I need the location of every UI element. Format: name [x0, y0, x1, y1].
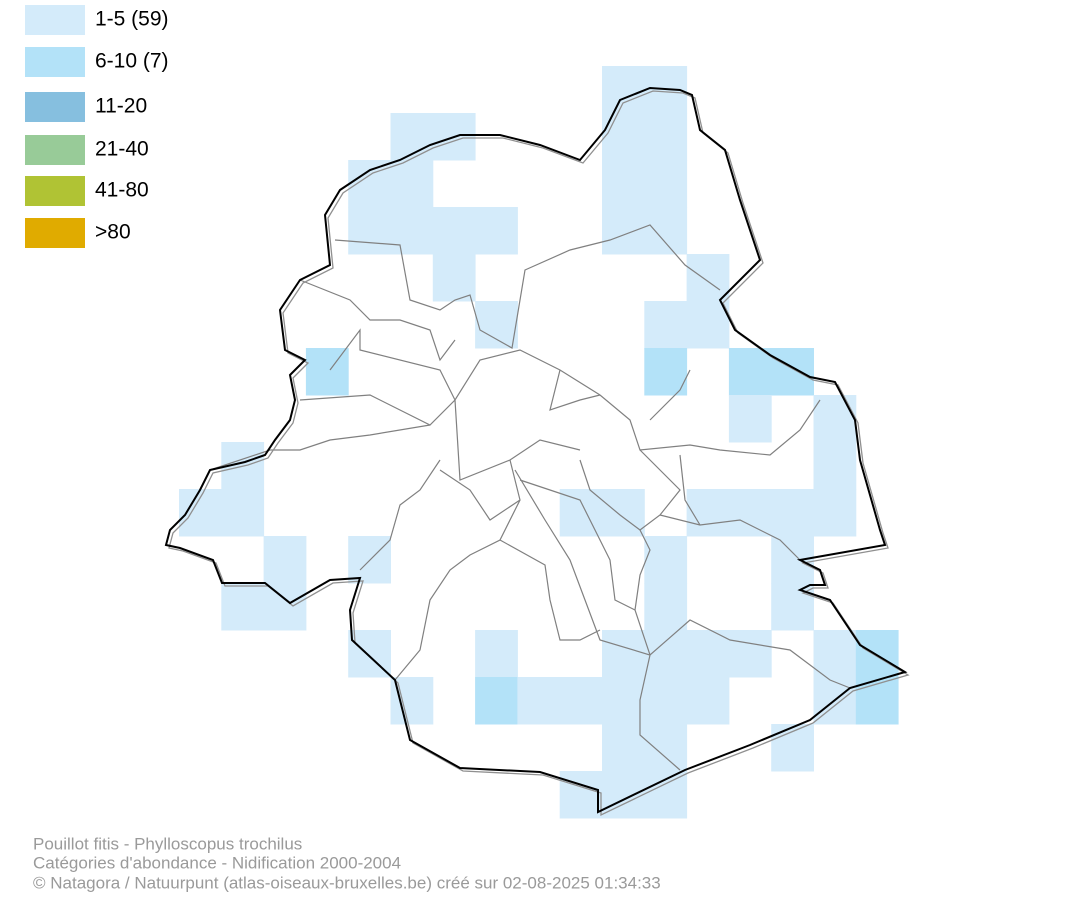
- grid-cell: [644, 583, 688, 631]
- footer-line: Pouillot fitis - Phylloscopus trochilus: [33, 834, 302, 853]
- grid-cell: [475, 301, 518, 349]
- grid-cell: [644, 724, 688, 772]
- grid-cell: [559, 677, 603, 725]
- grid-cell: [390, 113, 434, 161]
- legend: 1-5 (59) 6-10 (7) 11-20 21-40 41-80 >80: [25, 5, 169, 248]
- grid-cell: [855, 630, 899, 678]
- grid-cell: [771, 536, 814, 584]
- legend-swatch: [25, 47, 85, 77]
- grid-cell: [813, 442, 857, 490]
- grid-cell: [348, 160, 391, 208]
- grid-cell: [686, 677, 730, 725]
- grid-cell: [644, 207, 688, 255]
- grid-cells: [179, 66, 899, 819]
- footer: Pouillot fitis - Phylloscopus trochilusC…: [33, 834, 661, 892]
- legend-label: 11-20: [95, 95, 147, 118]
- legend-label: 21-40: [95, 138, 149, 161]
- grid-cell: [559, 771, 603, 819]
- grid-cell: [602, 630, 645, 678]
- grid-cell: [559, 489, 603, 537]
- grid-cell: [390, 207, 434, 255]
- legend-swatch: [25, 218, 85, 248]
- grid-cell: [263, 583, 307, 631]
- grid-cell: [813, 630, 857, 678]
- grid-cell: [728, 395, 772, 443]
- grid-cell: [728, 489, 772, 537]
- legend-swatch: [25, 176, 85, 206]
- grid-cell: [602, 207, 645, 255]
- legend-label: >80: [95, 221, 131, 244]
- grid-cell: [602, 113, 645, 161]
- grid-cell: [390, 160, 434, 208]
- municipal-borders: [209, 224, 851, 771]
- region-outline: [164, 86, 908, 814]
- grid-cell: [517, 677, 561, 725]
- grid-cell: [813, 395, 857, 443]
- legend-label: 41-80: [95, 179, 149, 202]
- grid-cell: [771, 348, 814, 396]
- grid-cell: [475, 630, 518, 678]
- grid-cell: [348, 207, 391, 255]
- legend-swatch: [25, 135, 85, 165]
- grid-cell: [263, 536, 307, 584]
- grid-cell: [771, 489, 814, 537]
- grid-cell: [305, 348, 349, 396]
- legend-label: 6-10 (7): [95, 50, 169, 73]
- grid-cell: [432, 207, 476, 255]
- grid-cell: [686, 301, 730, 349]
- grid-cell: [644, 348, 688, 396]
- footer-line: Catégories d'abondance - Nidification 20…: [33, 853, 401, 872]
- grid-cell: [686, 489, 730, 537]
- grid-cell: [602, 160, 645, 208]
- grid-cell: [686, 254, 730, 302]
- grid-cell: [644, 113, 688, 161]
- grid-cell: [644, 301, 688, 349]
- grid-cell: [390, 677, 434, 725]
- grid-cell: [728, 348, 772, 396]
- grid-cell: [686, 630, 730, 678]
- grid-cell: [221, 583, 265, 631]
- grid-cell: [475, 677, 518, 725]
- grid-cell: [644, 771, 688, 819]
- legend-label: 1-5 (59): [95, 8, 169, 31]
- grid-cell: [644, 677, 688, 725]
- grid-cell: [644, 160, 688, 208]
- legend-swatch: [25, 92, 85, 122]
- grid-cell: [644, 536, 688, 584]
- grid-cell: [221, 489, 265, 537]
- legend-swatch: [25, 5, 85, 35]
- footer-line: © Natagora / Natuurpunt (atlas-oiseaux-b…: [33, 873, 661, 892]
- grid-cell: [475, 207, 518, 255]
- grid-cell: [728, 630, 772, 678]
- grid-cell: [602, 677, 645, 725]
- grid-cell: [602, 724, 645, 772]
- grid-cell: [813, 489, 857, 537]
- grid-cell: [602, 66, 645, 114]
- grid-cell: [432, 254, 476, 302]
